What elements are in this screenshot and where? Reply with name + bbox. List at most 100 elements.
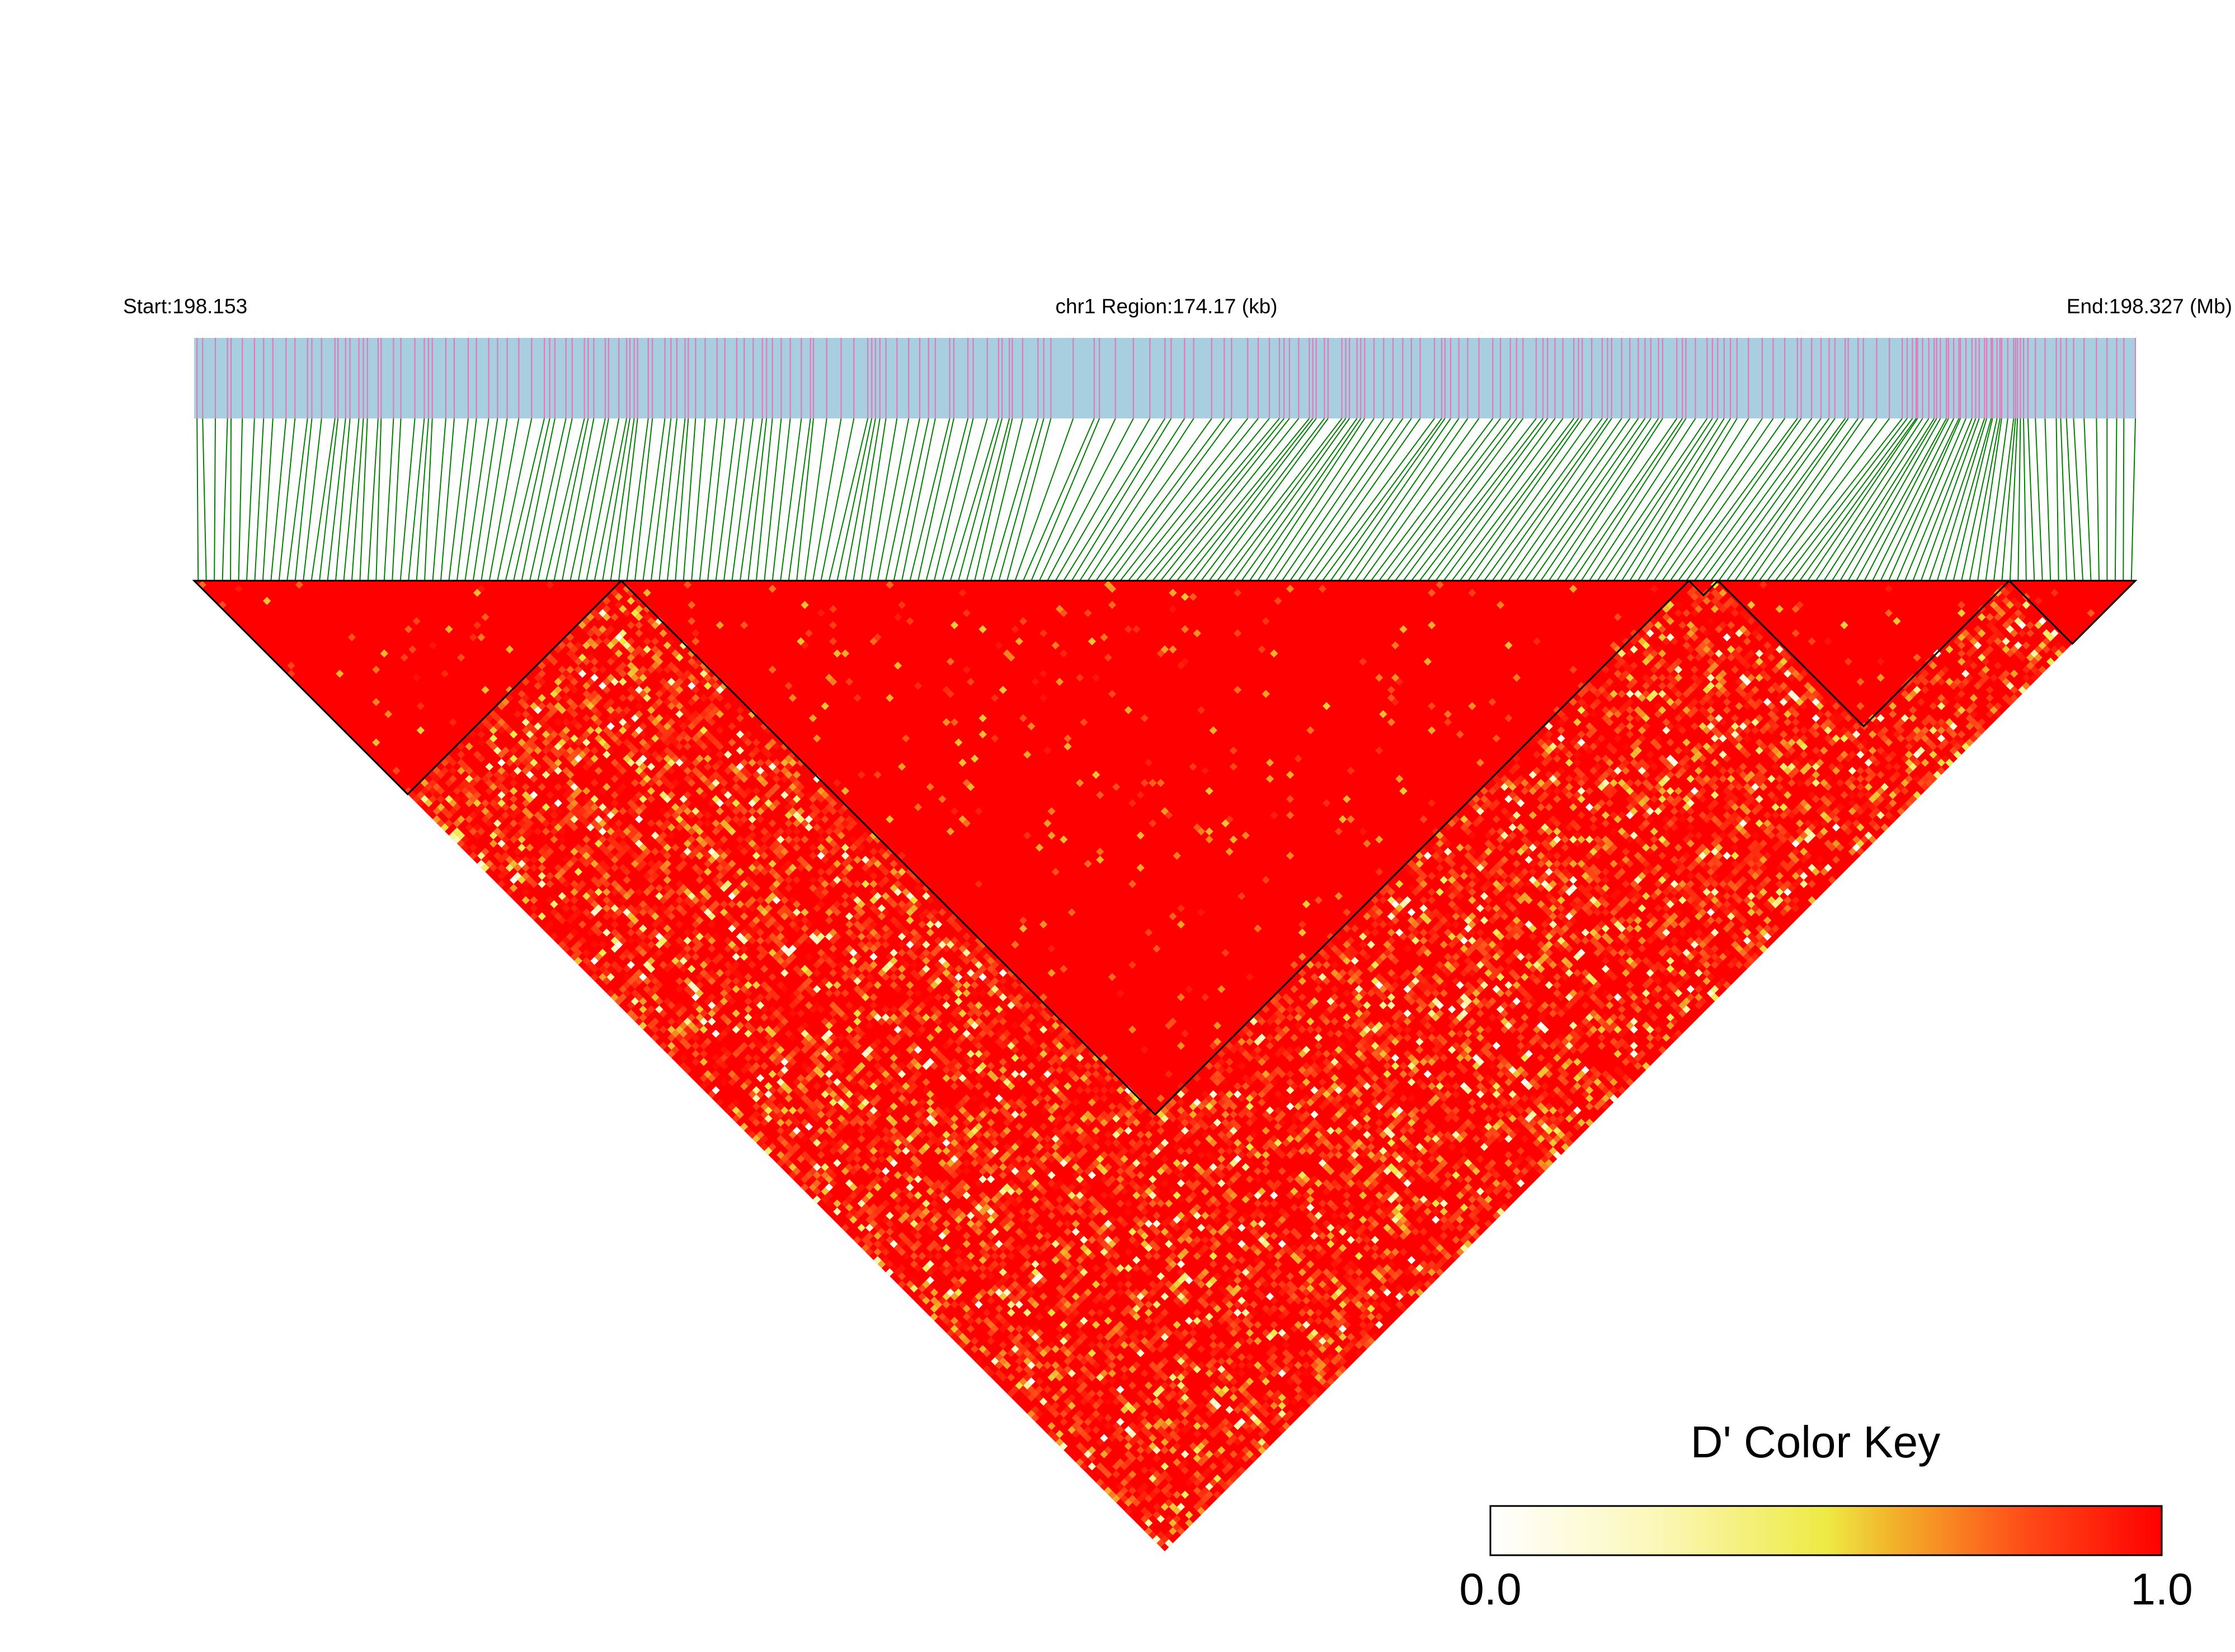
ld-cell (538, 912, 546, 921)
ld-cell (845, 1211, 854, 1220)
ld-cell (897, 1280, 906, 1289)
ld-cell (865, 1223, 874, 1232)
ld-cell (934, 1252, 943, 1260)
ld-cell (647, 940, 656, 949)
snp-connector-line (1297, 418, 1412, 581)
ld-cell (829, 1066, 837, 1074)
snp-connector-line (1103, 418, 1225, 581)
ld-cell (784, 1135, 793, 1143)
ld-cell (695, 932, 704, 941)
ld-cell (865, 1248, 874, 1256)
ld-cell (570, 928, 578, 937)
ld-cell (514, 855, 522, 864)
ld-cell (1043, 1401, 1052, 1410)
ld-cell (1128, 1365, 1137, 1373)
ld-cell (768, 1070, 777, 1079)
ld-cell (671, 1005, 680, 1014)
ld-cell (521, 807, 530, 816)
ld-cell (724, 985, 732, 994)
ld-cell (999, 1284, 1008, 1293)
ld-cell (485, 787, 493, 796)
ld-cell (683, 1025, 692, 1034)
ld-cell (1015, 1325, 1023, 1333)
snp-connector-line (982, 418, 1023, 581)
snp-connector-line (699, 418, 718, 581)
snp-connector-line (1217, 418, 1343, 581)
ld-cell (808, 1110, 817, 1119)
snp-connector-line (513, 418, 550, 581)
ld-cell (853, 1147, 862, 1155)
ld-cell (614, 851, 623, 860)
ld-cell (1173, 1490, 1181, 1499)
ld-cell (497, 766, 506, 775)
ld-cell (804, 1074, 813, 1082)
snp-connector-line (1354, 418, 1469, 581)
ld-cell (821, 1049, 829, 1058)
ld-cell (748, 1066, 756, 1074)
ld-cell (1015, 1381, 1023, 1390)
ld-cell (926, 1220, 934, 1228)
snp-connector-line (505, 418, 545, 581)
ld-cell (1035, 1280, 1044, 1289)
ld-cell (833, 1199, 841, 1208)
ld-cell (877, 1260, 886, 1268)
ld-cell (1023, 1309, 1032, 1317)
ld-cell (1035, 1312, 1044, 1321)
ld-cell (978, 1256, 987, 1264)
ld-cell (934, 1203, 943, 1212)
snp-connector-line (829, 418, 869, 581)
ld-cell (801, 1078, 809, 1086)
ld-cell (1169, 1430, 1177, 1438)
ld-cell (1100, 1434, 1108, 1442)
ld-cell (801, 1135, 809, 1143)
ld-cell (545, 790, 554, 799)
ld-cell (829, 1163, 837, 1171)
ld-cell (788, 1147, 797, 1155)
ld-cell (485, 811, 493, 820)
ld-cell (975, 1300, 983, 1309)
ld-cell (845, 1203, 854, 1212)
ld-cell (509, 770, 518, 779)
snp-connector-line (1435, 418, 1556, 581)
ld-cell (902, 1211, 910, 1220)
snp-connector-line (771, 418, 791, 581)
snp-connector-line (1694, 418, 1813, 581)
ld-cell (777, 1110, 785, 1119)
ld-cell (477, 827, 486, 836)
ld-cell (801, 1086, 809, 1095)
ld-cell (914, 1264, 923, 1273)
ld-cell (691, 953, 700, 961)
ld-cell (954, 1280, 963, 1289)
snp-connector-line (2130, 418, 2136, 581)
ld-cell (655, 997, 664, 1006)
ld-cell (938, 1183, 947, 1192)
ld-cell (1197, 1442, 1206, 1451)
ld-cell (1064, 1405, 1072, 1414)
ld-cell (804, 1042, 813, 1050)
ld-cell (1185, 1510, 1193, 1519)
ld-cell (999, 1252, 1008, 1260)
ld-cell (1144, 1527, 1153, 1536)
ld-cell (881, 1167, 890, 1175)
ld-cell (610, 904, 619, 912)
snp-connector-line (893, 418, 929, 581)
ld-cell (1221, 1466, 1230, 1475)
ld-cell (853, 1211, 862, 1220)
ld-cell (598, 973, 607, 981)
ld-cell (554, 799, 562, 807)
snp-connector-line (1718, 418, 1836, 581)
ld-cell (538, 864, 546, 872)
ld-cell (740, 1066, 749, 1074)
ld-cell (825, 1086, 834, 1095)
ld-cell (1023, 1341, 1032, 1349)
ld-cell (598, 859, 607, 868)
ld-cell (429, 795, 437, 803)
ld-cell (1197, 1474, 1206, 1483)
ld-cell (392, 766, 401, 775)
ld-cell (808, 1102, 817, 1111)
ld-cell (562, 879, 571, 888)
snp-connector-line (2083, 418, 2092, 581)
ld-cell (578, 855, 587, 864)
ld-cell (797, 1131, 805, 1139)
ld-cell (986, 1369, 995, 1378)
